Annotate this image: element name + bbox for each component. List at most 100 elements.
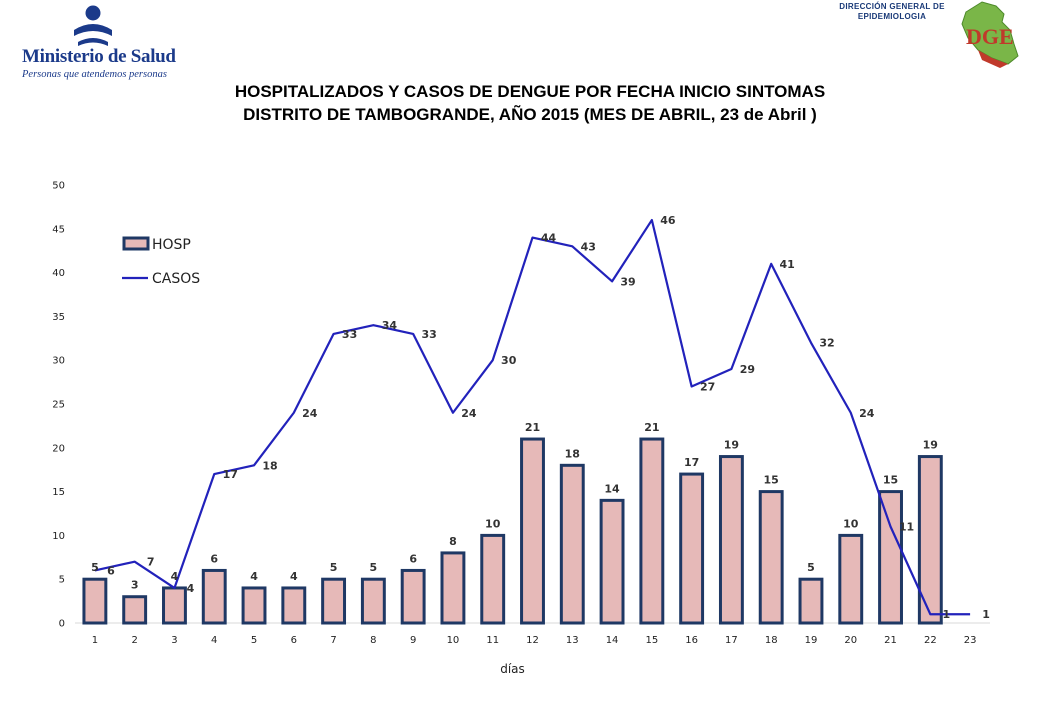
bar-hosp bbox=[440, 551, 466, 625]
y-tick-label: 20 bbox=[52, 443, 65, 454]
line-data-label: 44 bbox=[541, 232, 557, 245]
x-tick-label: 9 bbox=[410, 635, 416, 646]
y-tick-label: 50 bbox=[52, 181, 65, 192]
x-tick-label: 23 bbox=[964, 635, 977, 646]
line-data-label: 17 bbox=[223, 468, 238, 481]
bar-data-label: 4 bbox=[250, 570, 258, 583]
bar-data-label: 21 bbox=[644, 421, 659, 434]
bar-data-label: 5 bbox=[370, 561, 378, 574]
bar-hosp bbox=[878, 490, 903, 625]
bar-hosp bbox=[599, 498, 625, 625]
dge-label: DIRECCIÓN GENERAL DE EPIDEMIOLOGIA bbox=[822, 2, 962, 22]
bar-hosp bbox=[758, 490, 784, 625]
x-tick-label: 1 bbox=[92, 635, 98, 646]
bar-data-label: 21 bbox=[525, 421, 540, 434]
dge-label-line2: EPIDEMIOLOGIA bbox=[857, 12, 927, 21]
line-data-label: 1 bbox=[942, 608, 950, 621]
line-data-label: 30 bbox=[501, 354, 517, 367]
y-tick-label: 30 bbox=[52, 356, 65, 367]
x-tick-label: 8 bbox=[370, 635, 376, 646]
bar-data-label: 5 bbox=[91, 561, 99, 574]
dge-label-line1: DIRECCIÓN GENERAL DE bbox=[839, 2, 945, 11]
bar-data-label: 5 bbox=[807, 561, 815, 574]
dge-map-logo: DGE bbox=[961, 1, 1019, 68]
bar-data-label: 6 bbox=[210, 552, 218, 565]
bar-hosp bbox=[82, 577, 108, 625]
bar-hosp bbox=[520, 437, 545, 625]
x-tick-label: 6 bbox=[291, 635, 297, 646]
y-tick-label: 5 bbox=[59, 575, 65, 586]
y-tick-label: 25 bbox=[52, 400, 65, 411]
bar-data-label: 3 bbox=[131, 579, 139, 592]
x-tick-label: 20 bbox=[844, 635, 857, 646]
line-data-label: 32 bbox=[819, 337, 834, 350]
line-data-label: 39 bbox=[620, 275, 635, 288]
bar-data-label: 14 bbox=[604, 482, 620, 495]
y-tick-label: 15 bbox=[52, 487, 65, 498]
legend-label-hosp: HOSP bbox=[152, 237, 191, 253]
x-tick-label: 2 bbox=[131, 635, 137, 646]
ministerio-tagline: Personas que atendemos personas bbox=[22, 69, 167, 80]
ministerio-name: Ministerio de Salud bbox=[22, 46, 176, 67]
chart-title-line2: DISTRITO DE TAMBOGRANDE, AÑO 2015 (MES D… bbox=[243, 105, 817, 124]
bar-data-label: 17 bbox=[684, 456, 699, 469]
bar-data-label: 18 bbox=[565, 447, 580, 460]
x-tick-label: 22 bbox=[924, 635, 937, 646]
bar-hosp bbox=[679, 472, 705, 625]
bar-hosp bbox=[241, 586, 267, 625]
y-tick-label: 0 bbox=[59, 619, 65, 630]
x-tick-label: 14 bbox=[606, 635, 619, 646]
x-tick-label: 17 bbox=[725, 635, 738, 646]
line-data-label: 24 bbox=[302, 407, 318, 420]
bar-hosp bbox=[400, 568, 426, 625]
bar-data-label: 6 bbox=[409, 552, 417, 565]
bar-data-label: 8 bbox=[449, 535, 457, 548]
x-tick-label: 18 bbox=[765, 635, 778, 646]
bar-data-label: 15 bbox=[764, 474, 779, 487]
bar-hosp bbox=[559, 463, 585, 625]
legend-label-casos: CASOS bbox=[152, 271, 200, 287]
line-data-label: 34 bbox=[382, 319, 398, 332]
bar-hosp bbox=[917, 455, 943, 625]
bar-data-label: 19 bbox=[923, 439, 938, 452]
bar-data-label: 5 bbox=[330, 561, 338, 574]
line-casos bbox=[94, 218, 971, 616]
bar-data-label: 15 bbox=[883, 474, 898, 487]
x-tick-label: 19 bbox=[805, 635, 818, 646]
bar-data-label: 19 bbox=[724, 439, 739, 452]
ministerio-logo: Ministerio de Salud Personas que atendem… bbox=[22, 4, 176, 80]
chart-title: HOSPITALIZADOS Y CASOS DE DENGUE POR FEC… bbox=[150, 80, 910, 126]
x-tick-label: 10 bbox=[447, 635, 460, 646]
line-data-label: 41 bbox=[780, 258, 795, 271]
x-tick-label: 13 bbox=[566, 635, 579, 646]
line-data-label: 4 bbox=[187, 582, 195, 595]
x-tick-label: 11 bbox=[486, 635, 499, 646]
legend-swatch-hosp bbox=[122, 236, 150, 251]
x-tick-label: 5 bbox=[251, 635, 257, 646]
chart-title-line1: HOSPITALIZADOS Y CASOS DE DENGUE POR FEC… bbox=[234, 82, 826, 101]
line-data-label: 33 bbox=[342, 328, 357, 341]
x-tick-label: 16 bbox=[685, 635, 698, 646]
line-data-label: 24 bbox=[461, 407, 477, 420]
line-data-label: 18 bbox=[262, 459, 277, 472]
line-data-label: 27 bbox=[700, 380, 715, 393]
line-data-label: 46 bbox=[660, 214, 676, 227]
bar-data-label: 4 bbox=[171, 570, 179, 583]
line-data-label: 43 bbox=[581, 240, 596, 253]
bar-hosp bbox=[718, 455, 744, 625]
bar-hosp bbox=[639, 437, 665, 625]
dge-letters-text: DGE bbox=[966, 24, 1014, 49]
line-data-label: 6 bbox=[107, 564, 115, 577]
x-tick-label: 12 bbox=[526, 635, 539, 646]
y-tick-label: 40 bbox=[52, 268, 65, 279]
bar-data-label: 10 bbox=[843, 517, 859, 530]
bar-data-label: 4 bbox=[290, 570, 298, 583]
y-tick-label: 45 bbox=[52, 224, 65, 235]
bar-data-label: 10 bbox=[485, 517, 501, 530]
line-data-label: 24 bbox=[859, 407, 875, 420]
y-tick-label: 10 bbox=[52, 531, 65, 542]
line-data-label: 7 bbox=[147, 556, 155, 569]
x-tick-label: 15 bbox=[645, 635, 658, 646]
x-tick-label: 4 bbox=[211, 635, 217, 646]
